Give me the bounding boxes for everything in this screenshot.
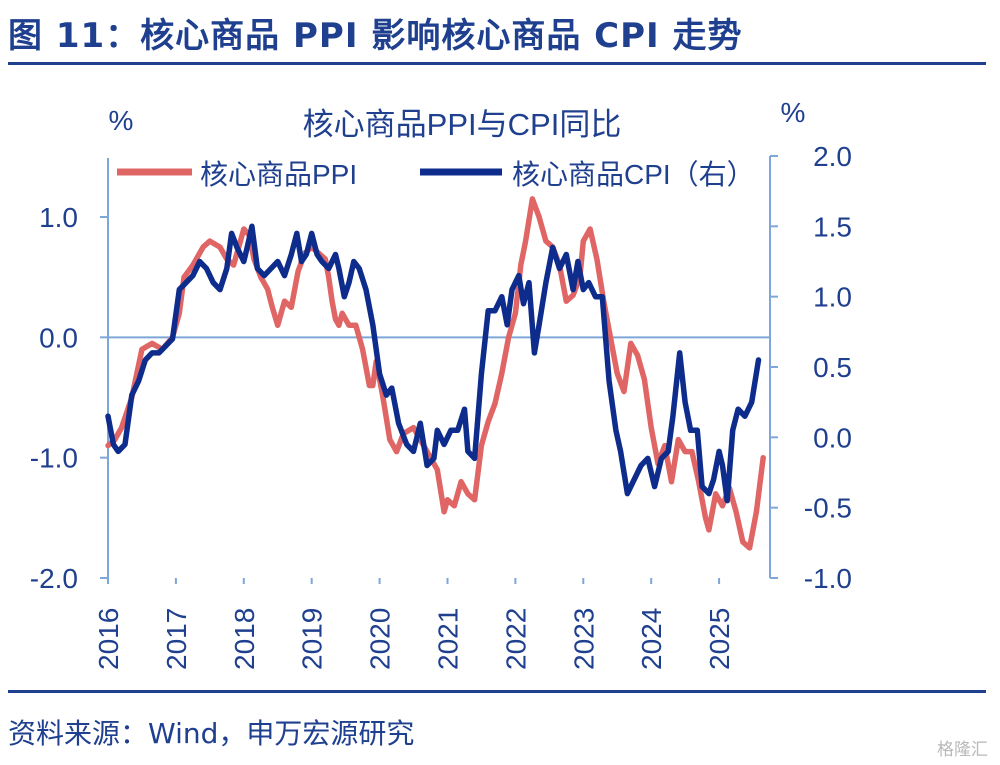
cpi-line (105, 223, 762, 504)
watermark-logo: 格隆汇 (937, 740, 988, 760)
right-tick-label: -1.0 (804, 563, 852, 594)
axes: 1.0 0.0 -1.0 -2.0 2.0 1.5 1.0 0.5 0.0 -0.5 -1.0 201… (30, 141, 852, 670)
title-rule (8, 62, 986, 65)
x-tick-label: 2025 (704, 608, 735, 670)
figure-title: 图 11：核心商品 PPI 影响核心商品 CPI 走势 (8, 16, 743, 56)
right-tick-label: 2.0 (813, 141, 852, 172)
x-tick-label: 2018 (229, 608, 260, 670)
left-tick-label: 0.0 (39, 322, 78, 353)
chart: 核心商品PPI与CPI同比 % % 核心商品PPI 核心商品CPI（右） 1.0… (30, 97, 852, 670)
left-tick-label: 1.0 (39, 202, 78, 233)
source-note: 资料来源：Wind，申万宏源研究 (8, 717, 415, 750)
right-tick-label: -0.5 (804, 493, 852, 524)
left-tick-label: -2.0 (30, 563, 78, 594)
series-group (105, 196, 766, 551)
right-axis-unit: % (781, 97, 806, 128)
x-tick-label: 2021 (432, 608, 463, 670)
ppi-line (105, 196, 766, 551)
x-tick-label: 2024 (636, 608, 667, 670)
legend-ppi-label: 核心商品PPI (200, 159, 357, 190)
x-tick-label: 2020 (365, 608, 396, 670)
right-tick-label: 1.0 (813, 282, 852, 313)
chart-title: 核心商品PPI与CPI同比 (303, 107, 622, 142)
x-tick-label: 2016 (93, 608, 124, 670)
right-tick-label: 0.0 (813, 422, 852, 453)
left-tick-label: -1.0 (30, 443, 78, 474)
x-tick-label: 2022 (500, 608, 531, 670)
right-tick-label: 1.5 (813, 211, 852, 242)
left-axis-unit: % (109, 105, 134, 136)
footer-rule (8, 690, 986, 693)
legend-cpi-label: 核心商品CPI（右） (512, 159, 755, 190)
x-tick-label: 2017 (161, 608, 192, 670)
x-tick-label: 2023 (568, 608, 599, 670)
right-tick-label: 0.5 (813, 352, 852, 383)
x-tick-label: 2019 (297, 608, 328, 670)
legend: 核心商品PPI 核心商品CPI（右） (117, 159, 755, 190)
